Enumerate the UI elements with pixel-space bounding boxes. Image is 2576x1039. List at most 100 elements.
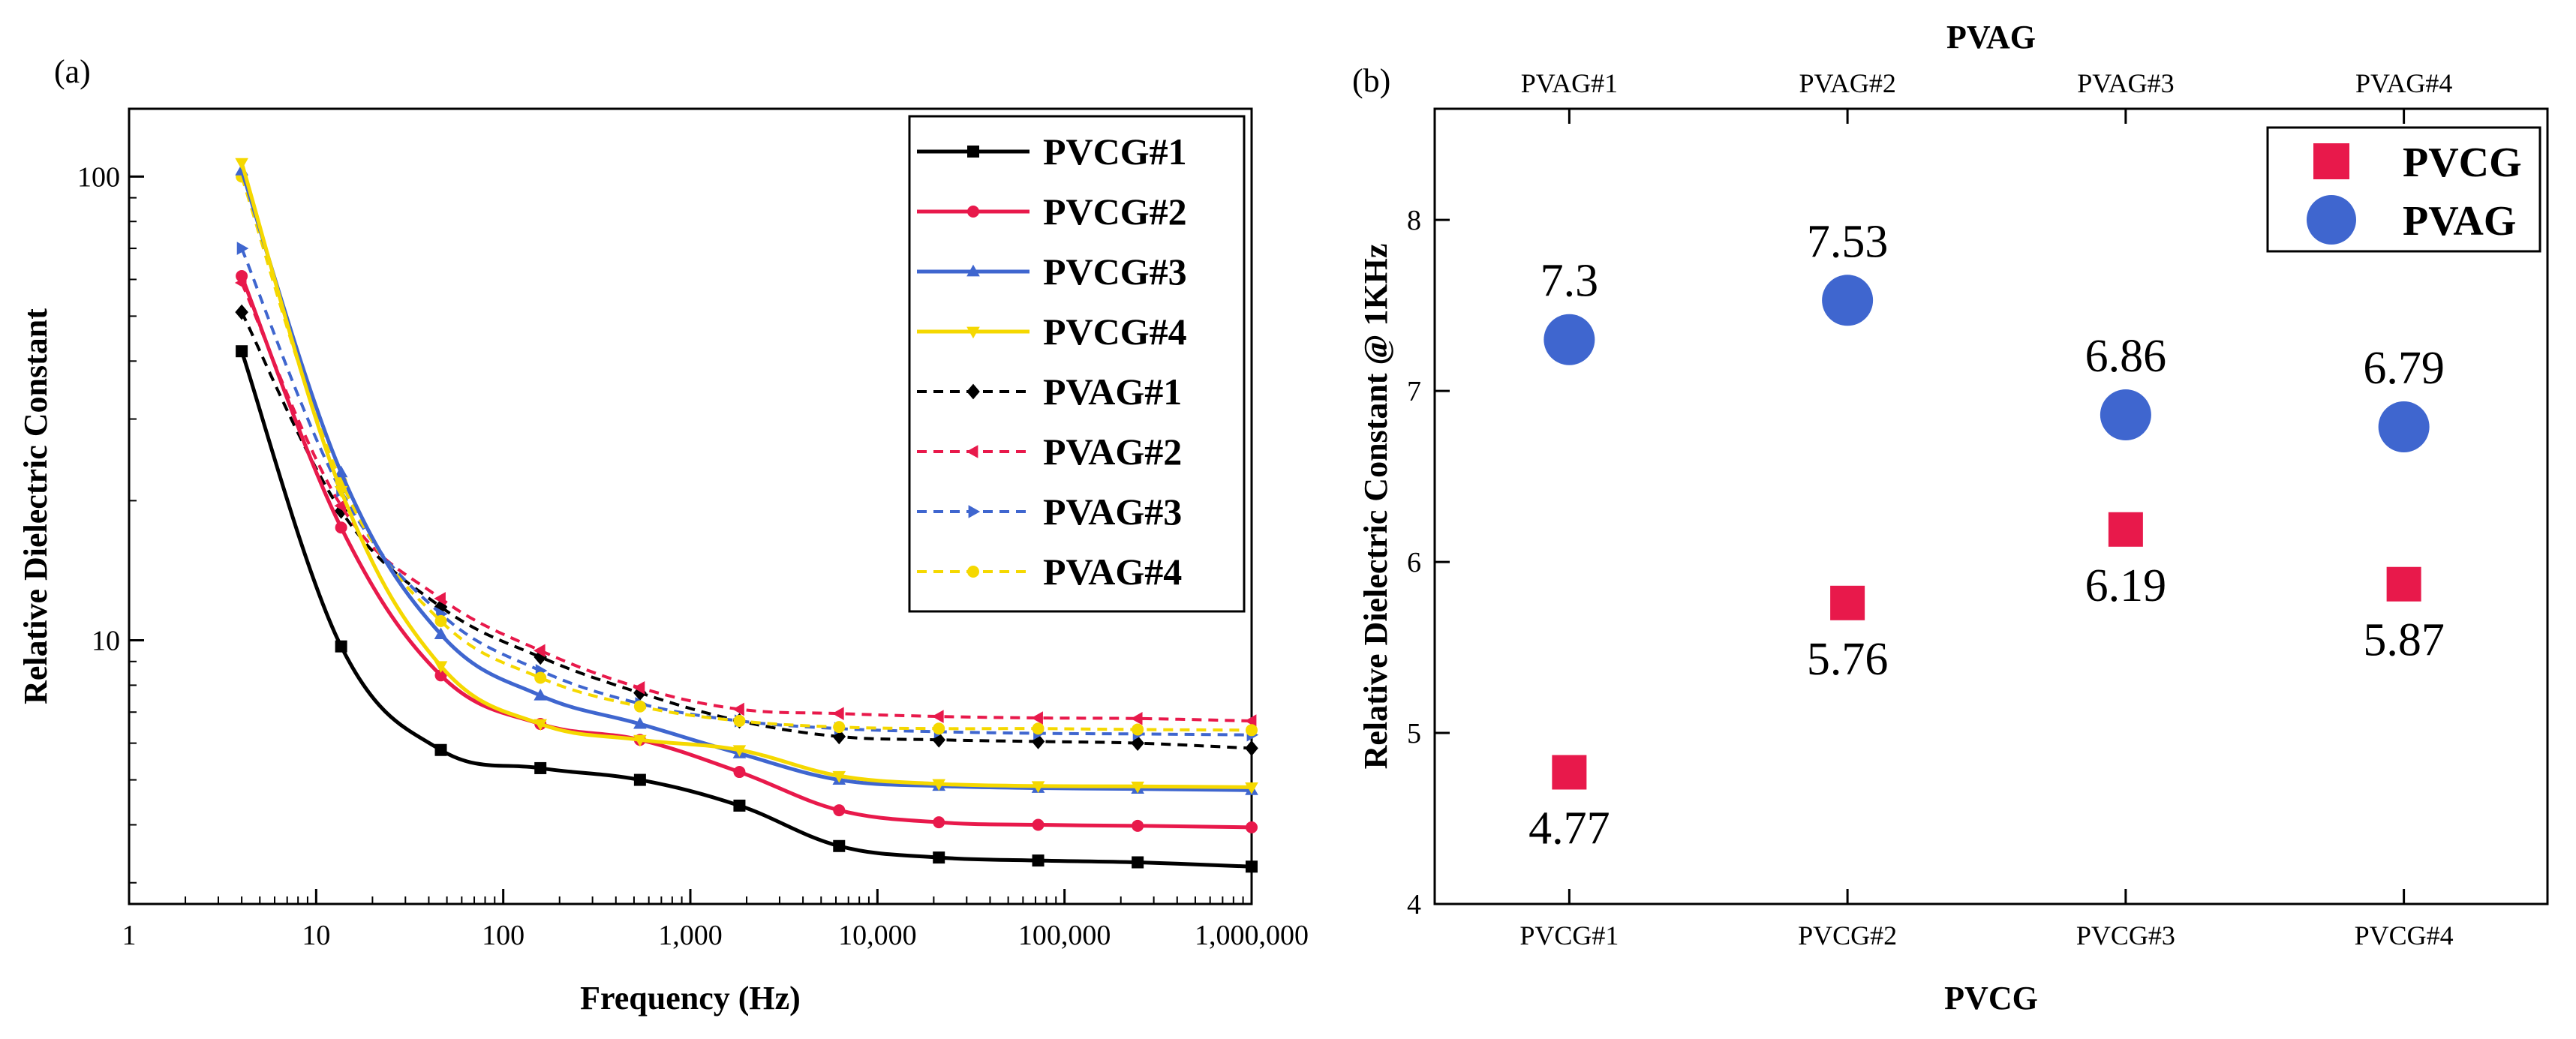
point-pvcg-2 bbox=[236, 270, 248, 283]
value-label-pvcg: 5.87 bbox=[2363, 615, 2445, 666]
point-pvag-2 bbox=[732, 702, 744, 716]
series-pvag: 7.3 7.53 6.86 6.79 bbox=[1540, 216, 2445, 452]
point-pvag-4 bbox=[1032, 722, 1045, 735]
series-pvcg-2 bbox=[236, 270, 1258, 833]
point-pvag bbox=[2100, 389, 2151, 441]
legend-label-pvcg-3: PVCG#3 bbox=[1043, 251, 1187, 293]
point-pvag-2 bbox=[1031, 711, 1043, 725]
point-pvcg bbox=[1830, 585, 1865, 620]
point-pvag-4 bbox=[1132, 723, 1144, 736]
legend-marker-pvag-2 bbox=[966, 445, 978, 458]
legend-label-pvag-3: PVAG#3 bbox=[1043, 491, 1182, 533]
point-pvcg-3 bbox=[534, 688, 547, 701]
y-tick-label: 5 bbox=[1407, 718, 1421, 749]
point-pvcg-2 bbox=[434, 669, 447, 682]
point-pvcg-1 bbox=[1032, 854, 1045, 867]
point-pvcg-1 bbox=[1132, 856, 1144, 869]
point-pvcg-1 bbox=[733, 799, 746, 812]
series-pvcg: 4.77 5.76 6.19 5.87 bbox=[1528, 512, 2445, 854]
bottom-category-label: PVCG#2 bbox=[1798, 920, 1897, 950]
point-pvag bbox=[1822, 275, 1874, 326]
point-pvag-4 bbox=[1246, 724, 1258, 737]
point-pvcg-4 bbox=[434, 661, 448, 674]
point-pvag-2 bbox=[633, 680, 645, 695]
x-tick-label: 100,000 bbox=[1018, 920, 1111, 951]
point-pvcg-2 bbox=[1032, 818, 1045, 831]
point-pvag-2 bbox=[334, 499, 347, 513]
legend-label-pvcg-1: PVCG#1 bbox=[1043, 131, 1187, 173]
legend-label-pvag-1: PVAG#1 bbox=[1043, 371, 1182, 413]
line-pvag-2 bbox=[240, 282, 1252, 723]
x-tick-label: 10 bbox=[302, 920, 330, 951]
point-pvcg-1 bbox=[933, 851, 945, 864]
point-pvag-4 bbox=[534, 671, 547, 684]
point-pvcg-4 bbox=[534, 719, 547, 731]
point-pvcg-4 bbox=[235, 158, 248, 170]
legend-box bbox=[908, 115, 1246, 613]
top-category-label: PVAG#3 bbox=[2077, 68, 2174, 98]
point-pvcg-1 bbox=[236, 345, 248, 358]
top-category-label: PVAG#4 bbox=[2355, 68, 2452, 98]
value-label-pvag: 7.3 bbox=[1540, 256, 1599, 307]
y-tick-label: 8 bbox=[1407, 205, 1421, 236]
legend-marker-pvag-4 bbox=[967, 566, 979, 578]
point-pvag-4 bbox=[933, 722, 945, 735]
point-pvag-1 bbox=[534, 649, 547, 665]
point-pvcg-2 bbox=[733, 766, 746, 779]
plot-frame bbox=[1433, 107, 2549, 905]
y-tick-label: 4 bbox=[1407, 889, 1421, 920]
point-pvcg-4 bbox=[1031, 781, 1045, 793]
value-label-pvag: 6.86 bbox=[2085, 331, 2167, 382]
value-label-pvcg: 5.76 bbox=[1807, 634, 1889, 685]
x-tick-label: 100 bbox=[482, 920, 525, 951]
point-pvcg bbox=[1552, 755, 1587, 790]
point-pvag-4 bbox=[833, 721, 846, 734]
x-tick-label: 1,000,000 bbox=[1195, 920, 1309, 951]
point-pvag-2 bbox=[533, 644, 546, 658]
legend-label-pvcg-4: PVCG#4 bbox=[1043, 311, 1187, 353]
panel-a: (a) 1 10 100 1,000 10,000 100,000 1,000,000 10 10… bbox=[17, 53, 1309, 1016]
bottom-category-label: PVCG#3 bbox=[2076, 920, 2175, 950]
series-pvag-4 bbox=[236, 170, 1258, 737]
legend-label-pvcg: PVCG bbox=[2403, 140, 2522, 186]
top-category-label: PVAG#1 bbox=[1521, 68, 1618, 98]
top-category-label: PVAG#2 bbox=[1799, 68, 1895, 98]
bottom-category-label: PVCG#4 bbox=[2355, 920, 2454, 950]
legend-marker-pvcg bbox=[2313, 143, 2349, 179]
value-label-pvcg: 4.77 bbox=[1528, 803, 1610, 854]
point-pvag-4 bbox=[434, 614, 447, 627]
point-pvcg-2 bbox=[933, 816, 945, 829]
line-pvcg-3 bbox=[239, 170, 1252, 792]
point-pvcg-4 bbox=[932, 779, 946, 791]
y-tick-label: 10 bbox=[92, 625, 120, 656]
point-pvag-4 bbox=[733, 715, 746, 728]
y-tick-label: 100 bbox=[77, 161, 120, 193]
panel-label-a: (a) bbox=[54, 53, 91, 90]
point-pvcg-3 bbox=[633, 716, 647, 729]
legend-marker-pvcg-3 bbox=[966, 264, 980, 277]
point-pvcg-4 bbox=[1245, 782, 1258, 794]
point-pvcg-1 bbox=[534, 761, 547, 774]
point-pvcg-4 bbox=[832, 770, 846, 783]
point-pvcg-2 bbox=[1132, 819, 1144, 832]
point-pvcg-4 bbox=[633, 734, 647, 747]
x-axis-title: Frequency (Hz) bbox=[580, 980, 801, 1016]
point-pvag-3 bbox=[236, 242, 249, 255]
value-label-pvag: 6.79 bbox=[2363, 343, 2445, 394]
series-pvcg-1 bbox=[236, 345, 1258, 873]
point-pvcg bbox=[2386, 566, 2421, 602]
point-pvcg-4 bbox=[1131, 781, 1144, 794]
point-pvcg-2 bbox=[335, 521, 347, 534]
bottom-category-label: PVCG#1 bbox=[1519, 920, 1619, 950]
legend-marker-pvcg-4 bbox=[966, 326, 980, 339]
point-pvag-2 bbox=[932, 710, 944, 723]
legend: PVCG PVAG bbox=[2266, 126, 2541, 253]
legend-label-pvag: PVAG bbox=[2403, 198, 2516, 245]
point-pvag bbox=[1543, 314, 1595, 365]
point-pvag-4 bbox=[633, 700, 646, 713]
line-pvag-1 bbox=[240, 311, 1252, 750]
legend-marker-pvag-1 bbox=[966, 383, 980, 400]
panel-label-b: (b) bbox=[1352, 62, 1390, 99]
x-tick-label: 1,000 bbox=[658, 920, 723, 951]
